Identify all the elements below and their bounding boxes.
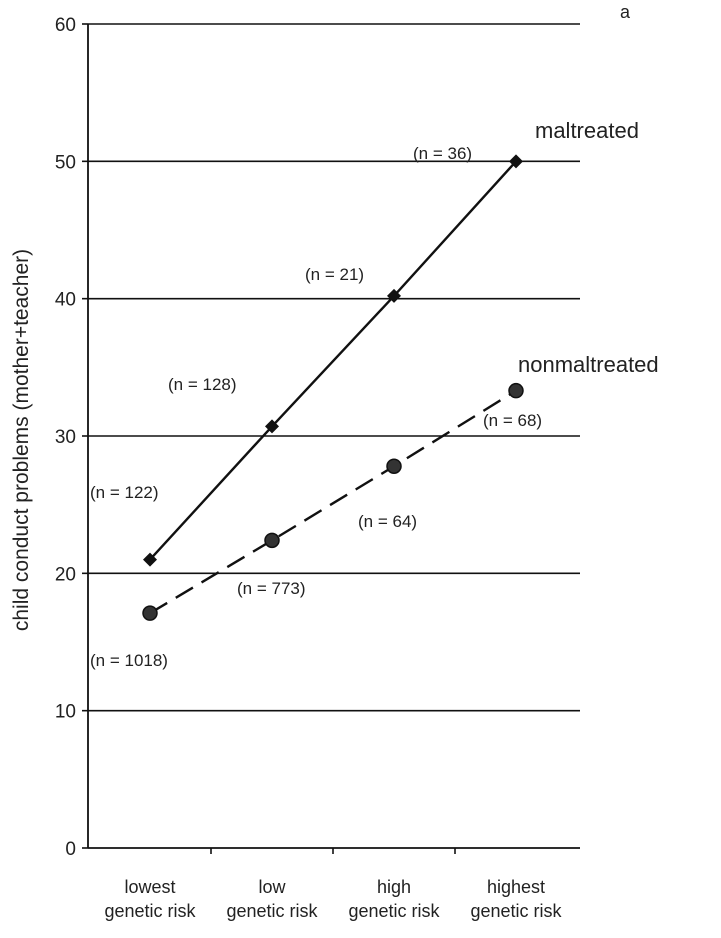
point-maltreated-1 xyxy=(143,552,157,567)
n-label-nonmaltreated-2: (n = 773) xyxy=(237,579,306,598)
y-tick-label-60: 60 xyxy=(55,15,76,36)
n-label-maltreated-4: (n = 36) xyxy=(413,144,472,163)
y-ticks: 0 10 20 30 40 50 60 xyxy=(55,15,88,860)
series-label-maltreated: maltreated xyxy=(535,118,639,143)
y-tick-label-0: 0 xyxy=(65,839,76,860)
series-line-nonmaltreated xyxy=(149,389,517,615)
point-nonmaltreated-4 xyxy=(508,382,524,399)
n-label-maltreated-3: (n = 21) xyxy=(305,265,364,284)
panel-label: a xyxy=(620,2,631,22)
axes xyxy=(87,24,580,854)
point-nonmaltreated-1 xyxy=(142,605,158,621)
n-label-nonmaltreated-3: (n = 64) xyxy=(358,512,417,531)
y-axis-label: child conduct problems (mother+teacher) xyxy=(10,249,33,631)
y-tick-label-50: 50 xyxy=(55,152,76,173)
n-label-nonmaltreated-4: (n = 68) xyxy=(483,411,542,430)
series-label-nonmaltreated: nonmaltreated xyxy=(518,352,659,377)
y-tick-label-20: 20 xyxy=(55,564,76,585)
n-label-nonmaltreated-1: (n = 1018) xyxy=(90,651,168,670)
series xyxy=(142,154,524,621)
x-tick-label-1: lowest genetic risk xyxy=(104,877,196,921)
annotations: (n = 122) (n = 128) (n = 21) (n = 36) (n = 1… xyxy=(90,144,542,670)
y-tick-label-30: 30 xyxy=(55,427,76,448)
n-label-maltreated-1: (n = 122) xyxy=(90,483,159,502)
n-label-maltreated-2: (n = 128) xyxy=(168,375,237,394)
x-tick-label-4: highest genetic risk xyxy=(470,877,562,921)
x-tick-label-2: low genetic risk xyxy=(226,877,318,921)
series-line-maltreated xyxy=(149,160,517,561)
point-maltreated-4 xyxy=(509,154,523,169)
point-maltreated-3 xyxy=(387,288,401,303)
x-categories: lowest genetic risk low genetic risk high gen… xyxy=(104,877,562,921)
point-maltreated-2 xyxy=(265,419,279,434)
x-tick-label-3: high genetic risk xyxy=(348,877,440,921)
gridlines xyxy=(88,23,580,712)
point-nonmaltreated-3 xyxy=(386,458,402,474)
y-tick-label-10: 10 xyxy=(55,702,76,723)
point-nonmaltreated-2 xyxy=(264,532,280,549)
y-tick-label-40: 40 xyxy=(55,290,76,311)
